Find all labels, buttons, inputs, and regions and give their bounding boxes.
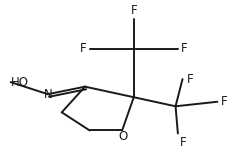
Text: F: F — [180, 136, 187, 149]
Text: F: F — [221, 95, 227, 108]
Text: F: F — [181, 42, 188, 55]
Text: F: F — [187, 73, 194, 86]
Text: N: N — [43, 88, 52, 101]
Text: F: F — [79, 42, 86, 55]
Text: F: F — [130, 4, 137, 17]
Text: HO: HO — [11, 76, 29, 89]
Text: O: O — [119, 130, 128, 143]
